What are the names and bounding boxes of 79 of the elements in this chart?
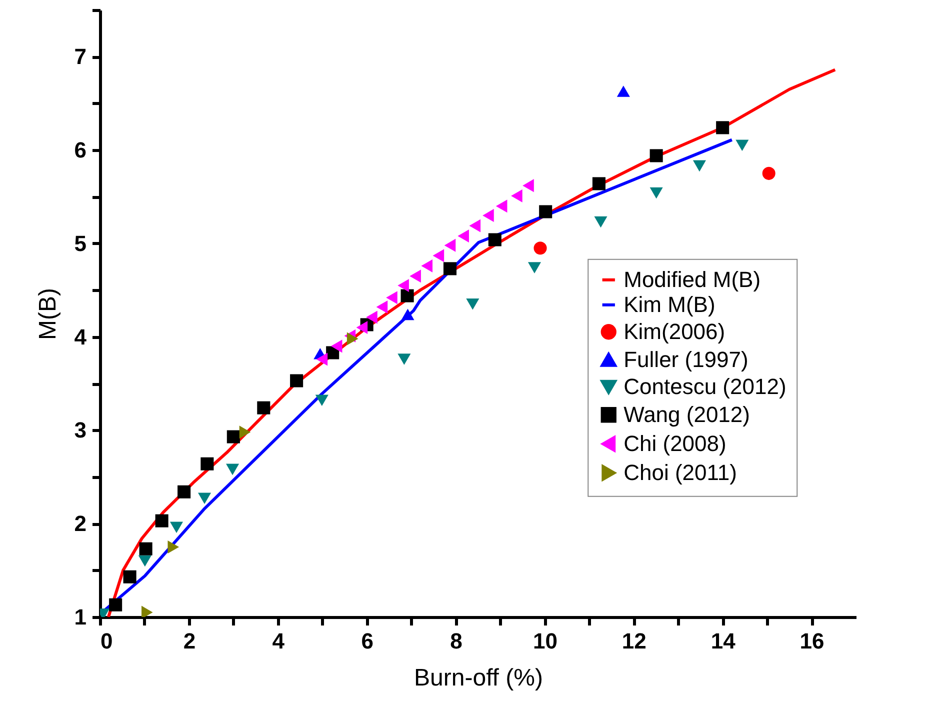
legend-label: Kim M(B) — [624, 292, 716, 317]
x-axis-title: Burn-off (%) — [414, 664, 543, 692]
y-tick-label: 5 — [74, 230, 86, 256]
y-tick-label: 4 — [74, 324, 88, 350]
x-tick-label: 6 — [361, 628, 374, 654]
point — [168, 540, 180, 554]
point — [200, 457, 214, 470]
y-tick-label: 2 — [74, 511, 86, 536]
x-tick-label: 14 — [710, 628, 736, 654]
point — [139, 542, 152, 556]
point — [178, 485, 191, 498]
point — [534, 242, 547, 255]
legend-label: Fuller (1997) — [624, 346, 748, 372]
point — [594, 216, 608, 228]
x-tick-label: 16 — [800, 628, 824, 654]
point — [109, 598, 122, 612]
y-tick-label: 3 — [74, 418, 86, 443]
x-tick-label: 2 — [183, 628, 196, 654]
point — [138, 555, 152, 567]
point — [141, 606, 153, 617]
point — [458, 229, 469, 243]
legend-label: Kim(2006) — [624, 318, 726, 344]
legend-label: Contescu (2012) — [624, 374, 786, 399]
x-tick-label: 4 — [272, 628, 286, 654]
point — [421, 259, 433, 272]
point — [616, 86, 630, 97]
y-axis-title: M(B) — [34, 288, 62, 340]
x-tick-label: 0 — [100, 628, 113, 654]
point — [716, 121, 730, 134]
y-tick-label: 6 — [74, 138, 86, 163]
point — [330, 340, 342, 353]
point — [290, 374, 304, 388]
point — [650, 149, 663, 162]
point — [346, 332, 358, 346]
point — [539, 205, 552, 218]
point — [316, 352, 328, 366]
point — [469, 219, 481, 232]
point — [386, 291, 398, 304]
point — [398, 278, 409, 292]
point — [522, 179, 534, 192]
point — [401, 308, 414, 320]
point — [511, 189, 522, 202]
y-tick-label: 1 — [74, 604, 86, 630]
point — [356, 320, 368, 334]
point — [376, 300, 388, 314]
point — [198, 492, 212, 504]
point — [692, 160, 706, 172]
legend-label: Wang (2012) — [624, 402, 750, 427]
point — [155, 514, 168, 528]
point — [400, 289, 414, 302]
point — [528, 262, 541, 274]
point — [226, 430, 240, 444]
point — [398, 354, 411, 365]
point — [488, 233, 502, 246]
point — [432, 249, 444, 262]
point — [226, 464, 240, 476]
point — [257, 401, 270, 414]
point — [444, 238, 456, 252]
point — [736, 140, 749, 152]
point — [482, 208, 494, 222]
point — [650, 187, 663, 199]
point — [466, 298, 480, 310]
legend-label: Modified M(B) — [624, 266, 761, 292]
point — [592, 177, 606, 190]
point — [496, 200, 508, 213]
x-tick-label: 8 — [450, 628, 462, 654]
point — [762, 166, 776, 180]
point — [170, 522, 184, 533]
legend-label: Choi (2011) — [624, 460, 737, 485]
legend-label: Chi (2008) — [624, 430, 726, 456]
point — [366, 310, 378, 324]
y-tick-label: 7 — [74, 44, 86, 70]
point — [123, 570, 136, 584]
x-tick-label: 12 — [622, 628, 646, 654]
point — [239, 426, 251, 439]
x-tick-label: 10 — [532, 628, 558, 654]
point — [315, 394, 328, 406]
point — [443, 262, 457, 276]
point — [410, 270, 421, 283]
